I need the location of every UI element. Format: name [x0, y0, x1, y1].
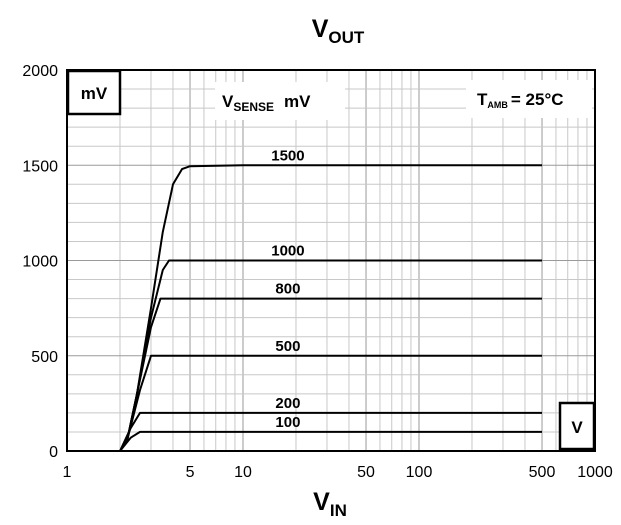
series-label-1500: 1500	[271, 147, 304, 164]
plot-frame	[66, 69, 596, 452]
x-unit-label: V	[571, 418, 583, 437]
series-lines	[119, 164, 542, 452]
series-label-1000: 1000	[271, 243, 304, 260]
series-line-100	[119, 430, 542, 452]
chart-title: VOUT	[312, 15, 365, 47]
condition-label: TAMB = 25°C	[466, 80, 592, 118]
series-labels: 1500 1000 800 500 200 100	[271, 147, 304, 431]
series-line-1500	[119, 164, 542, 452]
y-tick-label: 500	[31, 349, 58, 366]
y-tick-label: 0	[49, 444, 58, 461]
x-tick-label: 5	[186, 464, 195, 481]
x-tick-label: 10	[234, 464, 252, 481]
series-label-100: 100	[275, 414, 300, 431]
series-line-200	[119, 411, 542, 452]
y-unit-box: mV	[66, 69, 122, 116]
y-tick-labels: 0 500 1000 1500 2000	[22, 63, 58, 461]
svg-text:TAMB= 25°C: TAMB = 25°C	[477, 90, 564, 110]
x-tick-label: 1000	[577, 464, 613, 481]
x-tick-label: 50	[357, 464, 375, 481]
x-tick-label: 100	[406, 464, 433, 481]
y-tick-label: 1500	[22, 158, 58, 175]
legend-title: VSENSE mV	[215, 82, 345, 120]
x-tick-labels: 1 5 10 50 100 500 1000	[63, 464, 613, 481]
series-label-200: 200	[275, 395, 300, 412]
x-axis-label: VIN	[313, 488, 347, 520]
x-tick-label: 500	[529, 464, 556, 481]
x-tick-label: 1	[63, 464, 72, 481]
x-unit-box: V	[558, 401, 596, 451]
series-label-800: 800	[275, 281, 300, 298]
series-label-500: 500	[275, 338, 300, 355]
y-tick-label: 2000	[22, 63, 58, 80]
series-line-500	[119, 354, 542, 452]
y-unit-label: mV	[81, 84, 108, 103]
y-tick-label: 1000	[22, 254, 58, 271]
